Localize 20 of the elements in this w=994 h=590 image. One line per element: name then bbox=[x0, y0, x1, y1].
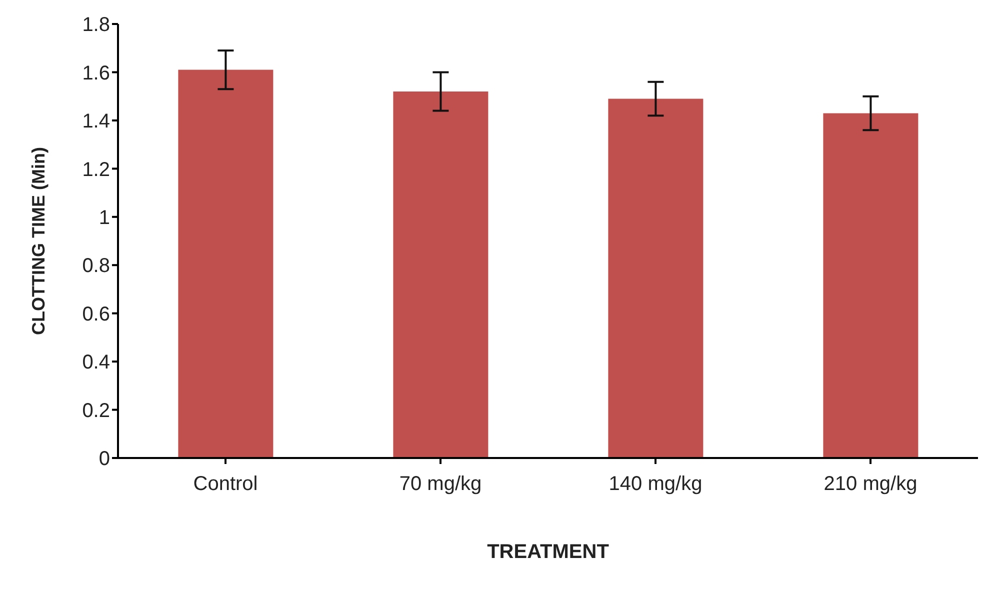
x-tick-label: 210 mg/kg bbox=[824, 473, 918, 496]
y-tick-label: 1.2 bbox=[82, 158, 110, 181]
y-tick-label: 1 bbox=[98, 206, 110, 229]
y-tick-label: 1.6 bbox=[82, 62, 110, 84]
x-tick-label: 70 mg/kg bbox=[399, 473, 482, 496]
y-tick-label: 0.6 bbox=[82, 303, 110, 326]
x-tick-label: 140 mg/kg bbox=[608, 473, 702, 496]
y-tick-label: 0.8 bbox=[82, 255, 110, 278]
bar bbox=[178, 70, 274, 458]
y-tick-label: 1.4 bbox=[82, 110, 110, 133]
y-axis-title: CLOTTING TIME (Min) bbox=[28, 147, 48, 335]
y-tick-label: 1.8 bbox=[82, 14, 110, 36]
y-tick-label: 0.4 bbox=[82, 352, 110, 374]
bar bbox=[393, 92, 488, 458]
y-tick-label: 0 bbox=[98, 448, 110, 470]
y-tick-label: 0.2 bbox=[82, 400, 110, 422]
bar bbox=[823, 113, 918, 458]
x-axis-title: TREATMENT bbox=[487, 541, 609, 563]
x-tick-label: Control bbox=[193, 473, 258, 496]
bar bbox=[608, 98, 704, 458]
